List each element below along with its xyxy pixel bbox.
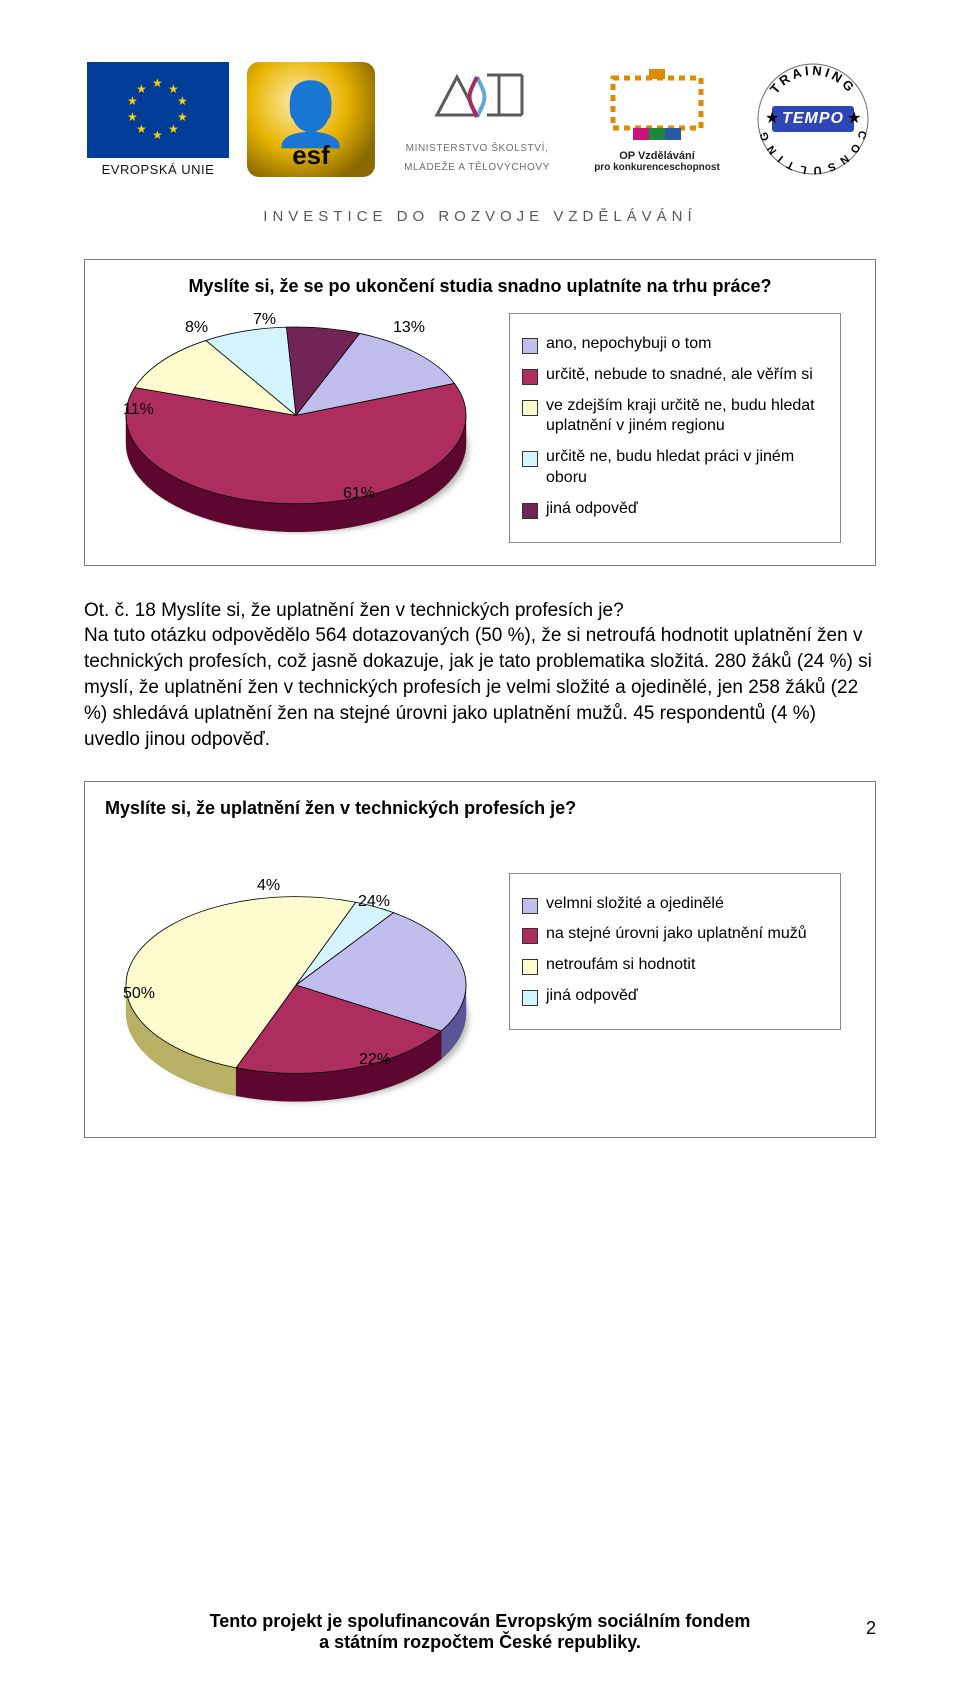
- logo-opvk: OP Vzdělávání pro konkurenceschopnost: [579, 66, 735, 173]
- footer: Tento projekt je spolufinancován Evropsk…: [84, 1611, 876, 1653]
- legend-item: na stejné úrovni jako uplatnění mužů: [522, 924, 828, 945]
- chart2-pie: 24% 22% 50% 4%: [101, 865, 491, 1115]
- pie-slice-label: 50%: [123, 985, 155, 1003]
- legend-swatch: [522, 503, 538, 519]
- page-number: 2: [866, 1618, 876, 1639]
- logo-esf: 👤 esf: [247, 62, 375, 177]
- paragraph: Ot. č. 18 Myslíte si, že uplatnění žen v…: [84, 598, 876, 753]
- legend-swatch: [522, 338, 538, 354]
- msmt-line2: MLÁDEŽE A TĚLOVÝCHOVY: [404, 162, 550, 173]
- legend-item: určitě, nebude to snadné, ale věřím si: [522, 365, 828, 386]
- header-logo-strip: ★ ★ ★ ★ ★ ★ ★ ★ ★ ★ EVROPSKÁ UNIE 👤 esf: [84, 0, 876, 214]
- chart2-box: Myslíte si, že uplatnění žen v technický…: [84, 781, 876, 1138]
- logo-eu: ★ ★ ★ ★ ★ ★ ★ ★ ★ ★ EVROPSKÁ UNIE: [87, 62, 229, 177]
- esf-icon: 👤 esf: [247, 62, 375, 177]
- esf-text: esf: [247, 140, 375, 171]
- legend-item: jiná odpověď: [522, 499, 828, 520]
- svg-text:★: ★: [765, 110, 779, 127]
- legend-label: určitě ne, budu hledat práci v jiném obo…: [546, 447, 828, 489]
- legend-swatch: [522, 400, 538, 416]
- legend-item: jiná odpověď: [522, 986, 828, 1007]
- legend-swatch: [522, 369, 538, 385]
- chart1-title: Myslíte si, že se po ukončení studia sna…: [137, 276, 823, 297]
- legend-label: na stejné úrovni jako uplatnění mužů: [546, 924, 807, 945]
- footer-line1: Tento projekt je spolufinancován Evropsk…: [210, 1611, 751, 1631]
- paragraph-body: Na tuto otázku odpovědělo 564 dotazovaný…: [84, 625, 872, 749]
- legend-swatch: [522, 451, 538, 467]
- logo-msmt: MINISTERSTVO ŠKOLSTVÍ, MLÁDEŽE A TĚLOVÝC…: [393, 65, 561, 173]
- svg-text:C O N S U L T I N G: C O N S U L T I N G: [757, 129, 868, 176]
- opvk-line2: pro konkurenceschopnost: [594, 162, 720, 173]
- legend-swatch: [522, 959, 538, 975]
- paragraph-lead: Ot. č. 18 Myslíte si, že uplatnění žen v…: [84, 600, 624, 621]
- chart2-legend: velmni složité a ojedinělé na stejné úrov…: [509, 873, 841, 1030]
- legend-label: velmni složité a ojedinělé: [546, 894, 724, 915]
- pie-slice-label: 8%: [185, 319, 208, 337]
- legend-swatch: [522, 898, 538, 914]
- legend-label: netroufám si hodnotit: [546, 955, 695, 976]
- pie-slice-label: 4%: [257, 877, 280, 895]
- chart1-pie: 13% 61% 11% 8% 7%: [101, 305, 491, 535]
- chart1-legend: ano, nepochybuji o tom určitě, nebude to …: [509, 313, 841, 543]
- pie-slice-label: 11%: [123, 401, 154, 419]
- pie-slice-label: 13%: [393, 319, 425, 337]
- strip-caption: INVESTICE DO ROZVOJE VZDĚLÁVÁNÍ: [84, 208, 876, 225]
- legend-label: ve zdejším kraji určitě ne, budu hledat …: [546, 396, 828, 438]
- msmt-icon: [427, 65, 527, 135]
- svg-text:★: ★: [847, 110, 861, 127]
- pie-slice-label: 22%: [359, 1051, 391, 1069]
- legend-label: jiná odpověď: [546, 986, 638, 1007]
- legend-item: ano, nepochybuji o tom: [522, 334, 828, 355]
- opvk-icon: [597, 66, 717, 146]
- legend-item: ve zdejším kraji určitě ne, budu hledat …: [522, 396, 828, 438]
- legend-label: jiná odpověď: [546, 499, 638, 520]
- eu-label: EVROPSKÁ UNIE: [102, 162, 215, 177]
- tempo-icon: TRAINING C O N S U L T I N G ★ ★ TEMPO: [753, 59, 873, 179]
- opvk-line1: OP Vzdělávání: [619, 150, 695, 162]
- legend-item: netroufám si hodnotit: [522, 955, 828, 976]
- pie-slice-label: 61%: [343, 485, 375, 503]
- chart1-box: Myslíte si, že se po ukončení studia sna…: [84, 259, 876, 566]
- chart2-title: Myslíte si, že uplatnění žen v technický…: [105, 798, 576, 819]
- legend-label: ano, nepochybuji o tom: [546, 334, 711, 355]
- pie-slice-label: 24%: [358, 893, 390, 911]
- pie-slice-label: 7%: [253, 311, 276, 329]
- eu-flag-icon: ★ ★ ★ ★ ★ ★ ★ ★ ★ ★: [87, 62, 229, 158]
- legend-item: velmni složité a ojedinělé: [522, 894, 828, 915]
- logo-tempo: TRAINING C O N S U L T I N G ★ ★ TEMPO: [753, 59, 873, 179]
- legend-item: určitě ne, budu hledat práci v jiném obo…: [522, 447, 828, 489]
- footer-line2: a státním rozpočtem České republiky.: [319, 1632, 641, 1652]
- legend-swatch: [522, 928, 538, 944]
- msmt-line1: MINISTERSTVO ŠKOLSTVÍ,: [406, 143, 549, 154]
- svg-text:TRAINING: TRAINING: [767, 63, 859, 97]
- legend-swatch: [522, 990, 538, 1006]
- legend-label: určitě, nebude to snadné, ale věřím si: [546, 365, 813, 386]
